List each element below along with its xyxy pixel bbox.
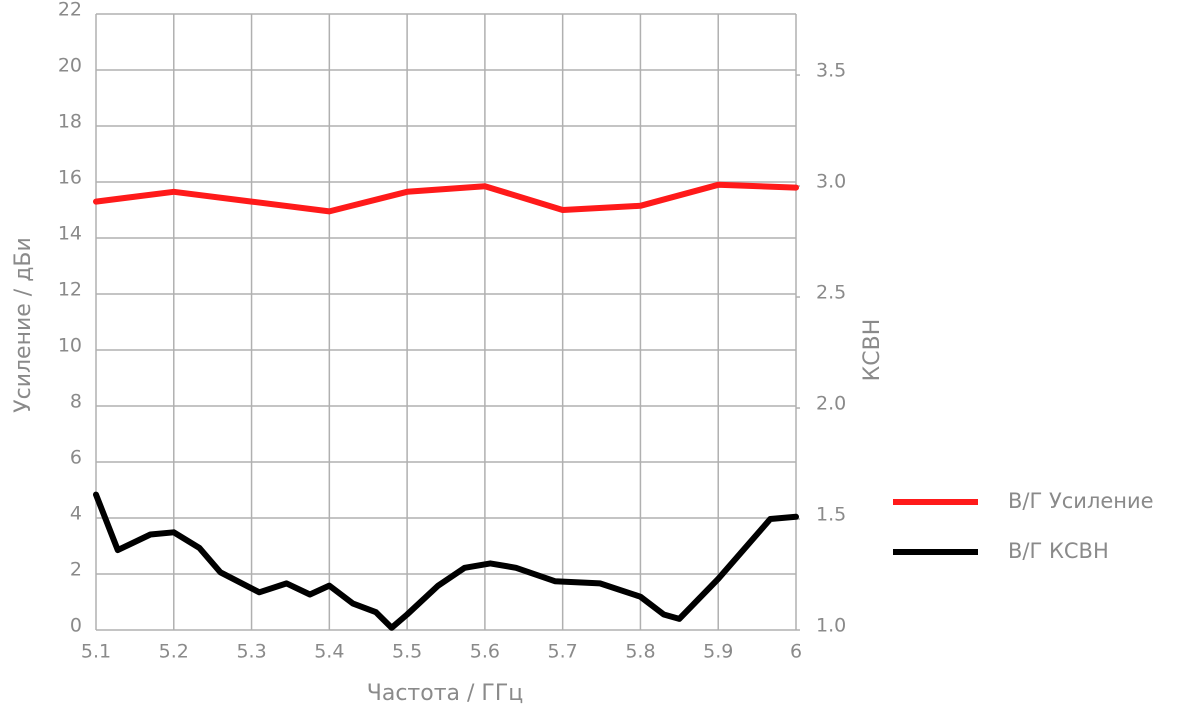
y-tick-label: 10 — [58, 335, 82, 357]
y2-tick-label: 3.0 — [816, 171, 846, 193]
y-tick-label: 20 — [58, 55, 82, 77]
data-line — [93, 181, 799, 215]
x-tick-label: 5.3 — [236, 641, 266, 663]
y-tick-label: 22 — [58, 0, 82, 21]
y-tick-label: 8 — [70, 391, 82, 413]
y2-tick-label: 2.0 — [816, 393, 846, 415]
y-tick-label: 16 — [58, 167, 82, 189]
x-tick-label: 5.7 — [548, 641, 578, 663]
legend-label: В/Г КСВН — [1008, 539, 1109, 563]
y-tick-label: 6 — [70, 447, 82, 469]
y2-tick-label: 2.5 — [816, 282, 846, 304]
y-tick-label: 2 — [70, 559, 82, 581]
y-tick-label: 4 — [70, 503, 82, 525]
legend-label: В/Г Усиление — [1008, 489, 1154, 513]
x-tick-label: 5.8 — [625, 641, 655, 663]
y-tick-label: 14 — [58, 223, 82, 245]
x-tick-label: 5.9 — [703, 641, 733, 663]
y-tick-label: 0 — [70, 615, 82, 637]
y2-axis-title: КСВН — [860, 319, 885, 382]
x-tick-label: 5.6 — [470, 641, 500, 663]
x-tick-label: 5.1 — [81, 641, 111, 663]
y-tick-label: 18 — [58, 111, 82, 133]
x-tick-label: 5.5 — [392, 641, 422, 663]
data-line — [93, 491, 799, 631]
x-tick-label: 6 — [790, 641, 802, 663]
y-axis-title: Усиление / дБи — [11, 237, 36, 413]
y2-tick-label: 1.0 — [816, 615, 846, 637]
y-tick-label: 12 — [58, 279, 82, 301]
x-axis-title: Частота / ГГц — [367, 681, 523, 706]
y2-tick-label: 1.5 — [816, 504, 846, 526]
x-tick-label: 5.2 — [159, 641, 189, 663]
x-tick-label: 5.4 — [314, 641, 344, 663]
y2-tick-label: 3.5 — [816, 60, 846, 82]
